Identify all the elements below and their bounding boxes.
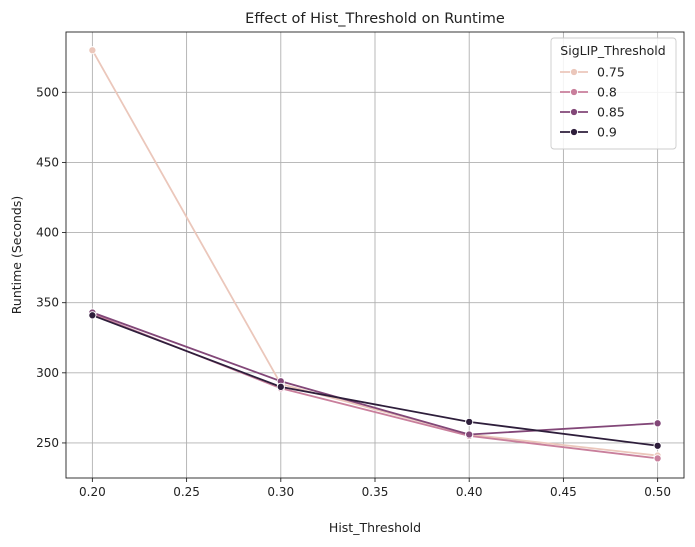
y-tick-label: 450	[36, 155, 59, 169]
series-line-0.9	[92, 314, 658, 447]
y-tick-label: 500	[36, 85, 59, 99]
data-point-0.9	[653, 441, 662, 450]
x-axis-ticks: 0.20 0.25 0.30 0.35 0.40 0.45 0.50	[79, 478, 671, 499]
x-tick-label: 0.50	[644, 485, 671, 499]
x-tick-label: 0.30	[267, 485, 294, 499]
series-points	[88, 46, 662, 463]
y-axis-label: Runtime (Seconds)	[9, 196, 24, 314]
data-point-0.9	[276, 382, 285, 391]
y-tick-label: 300	[36, 366, 59, 380]
legend-title: SigLIP_Threshold	[560, 43, 665, 58]
x-axis-label: Hist_Threshold	[329, 520, 421, 535]
legend-box	[550, 37, 677, 150]
legend-marker-0.9	[569, 127, 579, 137]
legend-label: 0.8	[597, 85, 617, 100]
legend-label: 0.85	[597, 105, 625, 120]
data-point-0.75	[88, 46, 97, 55]
legend: SigLIP_Threshold 0.75 0.8 0.85 0.9	[550, 37, 677, 150]
x-tick-label: 0.45	[550, 485, 577, 499]
x-tick-label: 0.35	[362, 485, 389, 499]
chart-title: Effect of Hist_Threshold on Runtime	[245, 11, 505, 27]
x-tick-label: 0.20	[79, 485, 106, 499]
legend-items: 0.75 0.8 0.85 0.9	[560, 65, 625, 140]
x-tick-label: 0.40	[456, 485, 483, 499]
y-tick-label: 250	[36, 436, 59, 450]
data-point-0.85	[653, 419, 662, 428]
data-point-0.85	[465, 430, 474, 439]
legend-label: 0.9	[597, 125, 617, 140]
legend-marker-0.85	[569, 107, 579, 117]
series-lines	[91, 49, 658, 460]
y-axis-ticks: 250 300 350 400 450 500	[36, 85, 66, 450]
series-line-0.75	[91, 49, 658, 457]
y-tick-label: 400	[36, 226, 59, 240]
data-point-0.8	[653, 454, 662, 463]
legend-marker-0.8	[569, 87, 579, 97]
series-line-0.85	[92, 311, 658, 436]
legend-marker-0.75	[569, 67, 579, 77]
plot-frame	[65, 31, 685, 479]
y-tick-label: 350	[36, 296, 59, 310]
x-tick-label: 0.25	[173, 485, 200, 499]
data-point-0.9	[88, 311, 97, 320]
data-point-0.9	[465, 417, 474, 426]
legend-label: 0.75	[597, 65, 625, 80]
